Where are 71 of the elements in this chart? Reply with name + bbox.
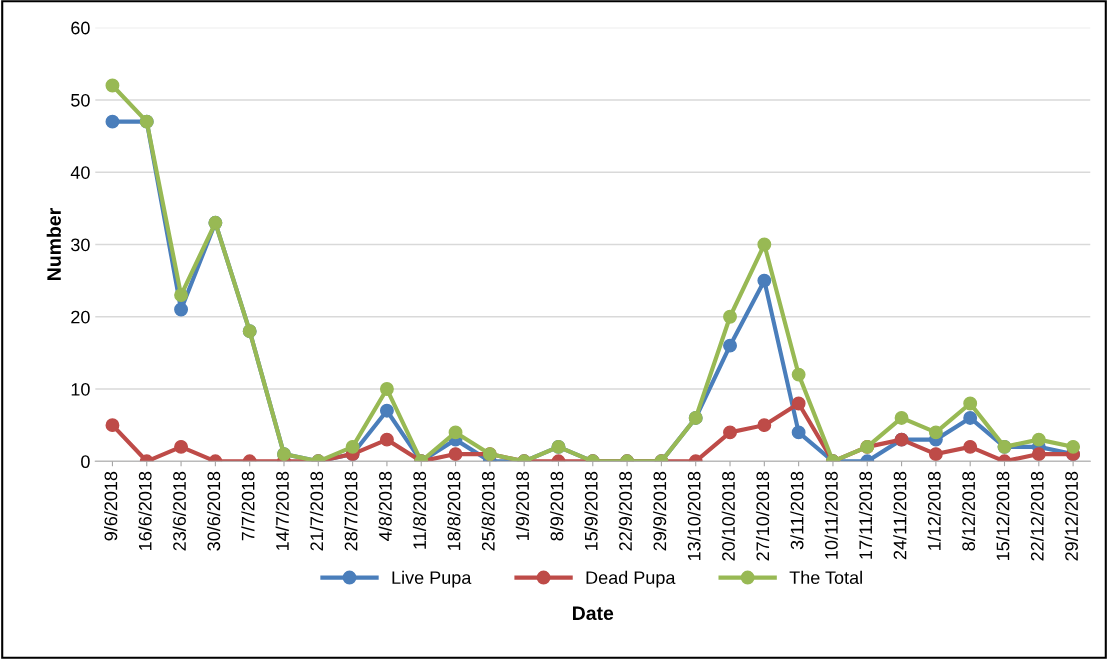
y-tick-label: 20	[71, 310, 90, 324]
point	[379, 403, 394, 418]
point	[757, 273, 772, 288]
x-tick-label: 24/11/2018	[893, 471, 907, 560]
point	[174, 302, 189, 317]
x-tick-label: 23/6/2018	[172, 471, 186, 551]
x-tick-label: 21/7/2018	[309, 471, 324, 551]
point	[174, 288, 189, 303]
legend-label: The Total	[789, 570, 862, 585]
x-tick-label: 15/12/2018	[996, 471, 1010, 560]
x-tick-label: 17/11/2018	[858, 471, 873, 559]
point	[379, 432, 394, 447]
x-tick-label: 7/7/2018	[241, 471, 255, 541]
point	[928, 447, 943, 462]
point	[723, 338, 737, 353]
point	[963, 439, 978, 454]
x-tick-label: 29/12/2018	[1064, 471, 1078, 561]
y-tick-label: 0	[81, 455, 90, 469]
x-tick-label: 13/10/2018	[687, 471, 701, 560]
point	[791, 425, 806, 440]
x-axis-title: Date	[573, 606, 614, 621]
point	[105, 418, 120, 433]
x-tick-label: 30/6/2018	[206, 471, 221, 551]
point	[963, 396, 978, 411]
x-tick-label: 11/8/2018	[412, 471, 427, 549]
point	[894, 410, 909, 425]
x-tick-label: 3/11/2018	[790, 471, 804, 550]
point	[174, 439, 189, 454]
x-tick-label: 1/12/2018	[927, 471, 941, 550]
point	[1031, 447, 1046, 462]
x-tick-label: 1/9/2018	[515, 471, 530, 540]
x-tick-label: 16/6/2018	[138, 471, 152, 550]
point	[723, 425, 737, 440]
y-axis-title: Number	[46, 208, 61, 280]
x-tick-label: 15/9/2018	[584, 471, 598, 550]
x-tick-label: 28/7/2018	[344, 471, 358, 551]
point	[105, 114, 120, 129]
point	[791, 367, 806, 382]
point	[791, 396, 806, 411]
y-tick-label: 60	[71, 21, 90, 35]
point	[1066, 439, 1081, 454]
x-tick-label: 20/10/2018	[721, 471, 735, 561]
point	[757, 237, 772, 252]
x-tick-label: 4/8/2018	[378, 471, 392, 541]
x-tick-label: 22/12/2018	[1030, 471, 1044, 561]
x-tick-label: 9/6/2018	[104, 471, 118, 541]
y-tick-label: 10	[71, 382, 90, 396]
x-tick-label: 18/8/2018	[447, 471, 461, 550]
y-tick-label: 40	[70, 166, 90, 179]
x-tick-label: 27/10/2018	[755, 471, 770, 561]
x-tick-label: 29/9/2018	[652, 471, 667, 551]
point	[345, 439, 360, 454]
x-tick-label: 14/7/2018	[275, 471, 289, 550]
point	[448, 425, 463, 440]
x-tick-label: 8/12/2018	[961, 471, 976, 551]
point	[757, 418, 772, 433]
legend-label: Live Pupa	[392, 570, 472, 588]
point	[723, 309, 737, 324]
point	[105, 78, 120, 93]
x-tick-label: 8/9/2018	[550, 471, 564, 541]
x-tick-label: 22/9/2018	[618, 471, 632, 551]
x-tick-label: 25/8/2018	[481, 471, 495, 551]
y-tick-label: 30	[71, 238, 90, 252]
y-tick-label: 50	[71, 93, 90, 107]
x-tick-label: 10/11/2018	[824, 471, 838, 559]
point	[448, 447, 463, 462]
point	[1031, 432, 1046, 447]
point	[928, 425, 943, 440]
legend-label: Dead Pupa	[586, 570, 676, 588]
point	[379, 382, 394, 396]
point	[963, 410, 978, 425]
